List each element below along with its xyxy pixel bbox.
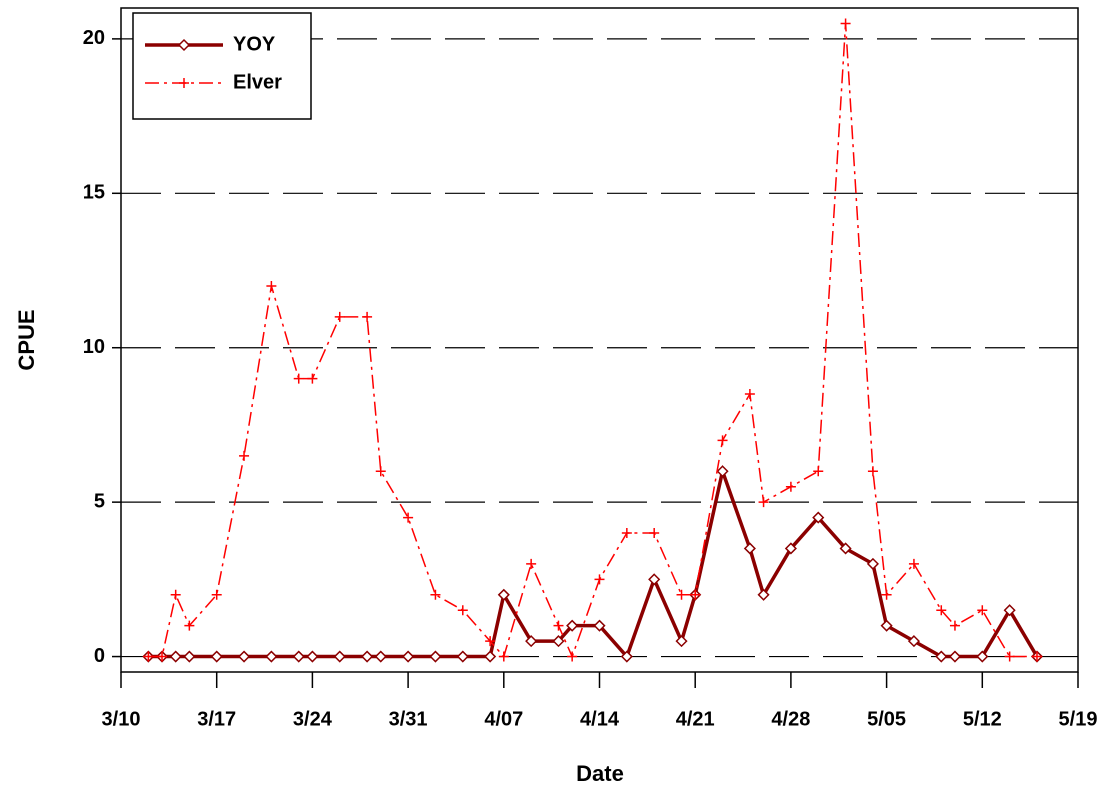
marker — [183, 650, 196, 663]
marker — [361, 650, 374, 663]
marker — [362, 311, 373, 322]
marker — [265, 650, 278, 663]
x-tick-label: 5/05 — [867, 708, 906, 730]
marker — [169, 650, 182, 663]
marker — [881, 589, 892, 600]
marker — [553, 620, 564, 631]
marker — [908, 558, 919, 569]
marker — [840, 18, 851, 29]
marker — [429, 650, 442, 663]
marker — [485, 636, 496, 647]
y-tick-label: 0 — [94, 645, 105, 667]
marker — [867, 466, 878, 477]
marker — [757, 588, 770, 601]
marker — [239, 450, 250, 461]
marker — [785, 481, 796, 492]
marker — [237, 650, 251, 663]
marker — [866, 557, 879, 570]
marker — [907, 635, 921, 648]
marker — [484, 650, 497, 663]
marker — [374, 650, 387, 663]
x-tick-label: 4/21 — [676, 708, 715, 730]
marker — [676, 589, 687, 600]
marker — [333, 650, 346, 663]
marker — [292, 650, 305, 663]
marker — [403, 512, 414, 523]
y-axis-label: CPUE — [14, 309, 39, 370]
marker — [648, 573, 661, 586]
marker — [936, 605, 947, 616]
marker — [649, 528, 660, 539]
marker — [784, 542, 797, 555]
marker — [690, 589, 701, 600]
marker — [744, 389, 755, 400]
marker — [620, 650, 633, 663]
legend-box — [132, 12, 312, 120]
x-axis-label: Date — [576, 761, 624, 786]
marker — [211, 589, 222, 600]
marker — [456, 650, 469, 663]
marker — [497, 588, 510, 601]
y-tick-label: 10 — [83, 336, 105, 358]
marker — [170, 589, 181, 600]
marker — [430, 589, 441, 600]
marker — [293, 373, 304, 384]
marker — [880, 619, 893, 632]
marker — [716, 465, 729, 478]
marker — [498, 651, 509, 662]
marker — [717, 435, 728, 446]
marker — [375, 466, 386, 477]
marker — [935, 650, 948, 663]
marker — [1003, 604, 1016, 617]
marker — [525, 635, 538, 648]
marker — [593, 619, 606, 632]
marker — [307, 373, 318, 384]
marker — [812, 511, 825, 524]
marker — [813, 466, 824, 477]
y-tick-label: 20 — [83, 27, 105, 49]
marker — [621, 528, 632, 539]
marker — [758, 497, 769, 508]
marker — [143, 651, 154, 662]
marker — [177, 38, 191, 52]
marker — [306, 650, 319, 663]
marker — [179, 78, 189, 88]
marker — [1004, 651, 1015, 662]
x-tick-label: 3/10 — [102, 708, 141, 730]
marker — [457, 605, 468, 616]
x-tick-label: 3/31 — [389, 708, 428, 730]
marker — [977, 605, 988, 616]
marker — [743, 542, 756, 555]
marker — [184, 620, 195, 631]
series-line — [148, 464, 1039, 660]
legend-label: YOY — [233, 33, 276, 55]
marker — [552, 635, 565, 648]
x-tick-label: 3/24 — [293, 708, 333, 730]
marker — [594, 574, 605, 585]
marker — [949, 620, 960, 631]
marker — [976, 650, 989, 663]
x-tick-label: 4/07 — [484, 708, 523, 730]
marker — [1031, 651, 1042, 662]
marker — [566, 619, 579, 632]
legend-label: Elver — [233, 71, 282, 93]
marker — [526, 558, 537, 569]
x-tick-label: 5/12 — [963, 708, 1002, 730]
marker — [334, 311, 345, 322]
marker — [266, 280, 277, 291]
marker — [948, 650, 962, 663]
x-tick-label: 4/14 — [580, 708, 620, 730]
y-tick-label: 15 — [83, 182, 105, 204]
marker — [675, 635, 688, 648]
x-tick-label: 4/28 — [771, 708, 810, 730]
x-tick-label: 5/19 — [1059, 708, 1098, 730]
marker — [210, 650, 223, 663]
marker — [157, 651, 168, 662]
marker — [839, 542, 852, 555]
x-tick-label: 3/17 — [197, 708, 236, 730]
y-tick-label: 5 — [94, 490, 105, 512]
marker — [567, 651, 578, 662]
marker — [402, 650, 415, 663]
